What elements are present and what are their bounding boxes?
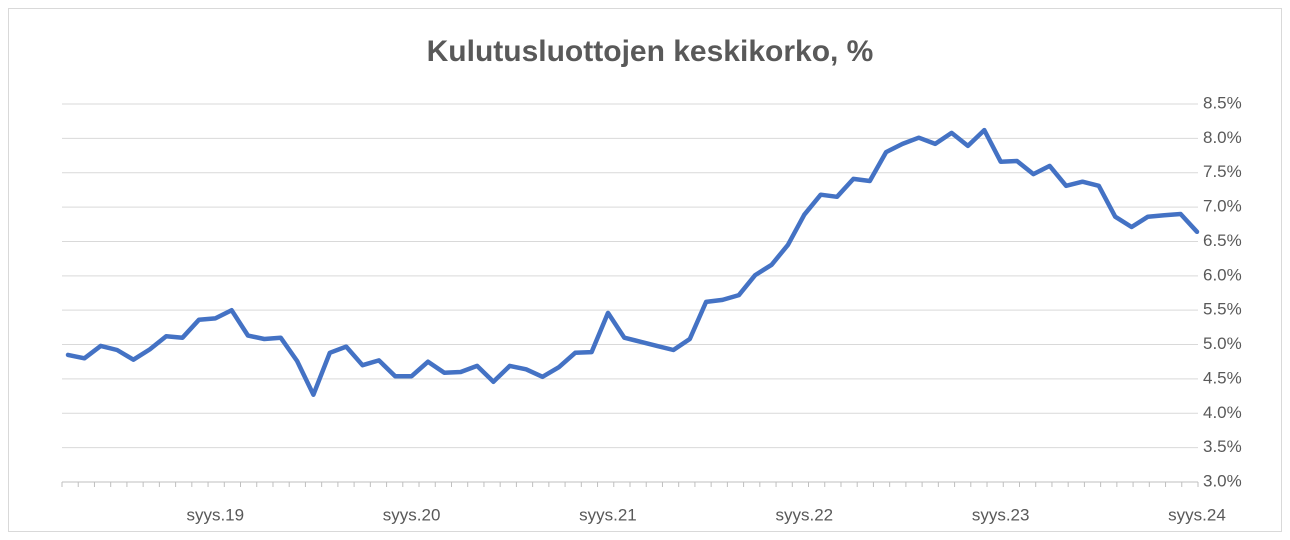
x-tick-label: syys.23 xyxy=(972,505,1030,524)
x-tick-label: syys.21 xyxy=(579,505,637,524)
y-tick-label: 3.0% xyxy=(1203,471,1242,490)
x-tick-label: syys.19 xyxy=(186,505,244,524)
chart-border xyxy=(8,8,1282,532)
y-tick-label: 5.5% xyxy=(1203,300,1242,319)
y-tick-label: 3.5% xyxy=(1203,437,1242,456)
y-tick-label: 7.0% xyxy=(1203,197,1242,216)
y-tick-label: 7.5% xyxy=(1203,162,1242,181)
y-tick-label: 6.0% xyxy=(1203,265,1242,284)
y-tick-label: 4.0% xyxy=(1203,403,1242,422)
y-tick-label: 8.5% xyxy=(1203,93,1242,112)
x-tick-label: syys.20 xyxy=(383,505,441,524)
x-tick-label: syys.22 xyxy=(775,505,833,524)
data-line xyxy=(65,127,1200,397)
y-tick-label: 5.0% xyxy=(1203,334,1242,353)
y-tick-label: 8.0% xyxy=(1203,128,1242,147)
y-tick-label: 6.5% xyxy=(1203,231,1242,250)
chart-title: Kulutusluottojen keskikorko, % xyxy=(427,35,874,68)
y-tick-label: 4.5% xyxy=(1203,368,1242,387)
x-tick-label: syys.24 xyxy=(1168,505,1226,524)
